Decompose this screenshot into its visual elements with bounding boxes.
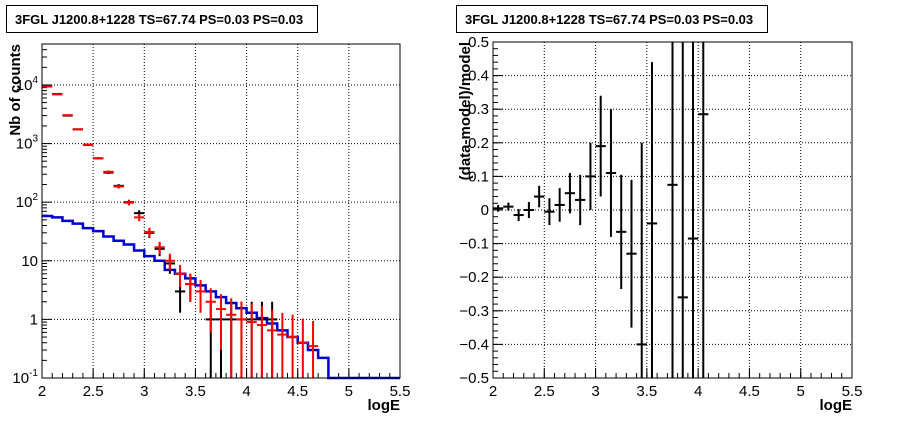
y-tick-label: 0.4: [468, 68, 489, 85]
y-tick-label: 10: [21, 253, 38, 270]
residual-point: [626, 179, 637, 328]
y-tick-label: 0.1: [468, 168, 489, 185]
x-tick-label: 3: [591, 383, 599, 400]
model-point: [277, 312, 288, 378]
residual-point: [687, 42, 699, 378]
y-axis-label: Nb of counts: [7, 44, 24, 136]
residual-point: [523, 201, 535, 219]
residual-point: [595, 95, 606, 197]
y-tick-label: 102: [16, 192, 39, 211]
model-point: [287, 314, 298, 378]
y-tick-label: −0.5: [459, 370, 489, 387]
residual-point: [605, 109, 617, 237]
x-tick-label: 2: [38, 383, 46, 400]
x-tick-label: 4: [694, 383, 702, 400]
model-point: [267, 309, 278, 378]
model-point: [72, 128, 83, 131]
y-tick-label: −0.1: [459, 236, 489, 253]
residual-point: [554, 188, 565, 222]
model-point: [144, 227, 155, 238]
residual-point: [534, 185, 545, 208]
y-tick-label: 1: [30, 311, 38, 328]
y-axis-label: (data-model)/model: [457, 42, 474, 180]
model-point: [236, 301, 247, 378]
model-point: [62, 114, 73, 117]
model-point: [226, 298, 237, 378]
residual-point: [646, 62, 658, 378]
residual-point: [575, 174, 586, 226]
model-point: [123, 200, 135, 206]
x-tick-label: 3.5: [185, 383, 206, 400]
plot-frame: [492, 41, 853, 379]
model-point: [256, 305, 268, 378]
y-tick-label: −0.4: [459, 336, 489, 353]
residual-point: [636, 142, 647, 378]
model-point: [134, 214, 145, 222]
x-tick-label: 2.5: [83, 383, 104, 400]
model-point: [174, 265, 186, 288]
y-tick-label: 0.2: [468, 135, 489, 152]
model-point: [52, 93, 63, 96]
residual-point: [585, 142, 596, 210]
counts-panel: 2 2.5 3 3.5 4 4.5 5 5.5 10-1 1 10 102 103 104 logE Nb o…: [7, 43, 411, 414]
x-tick-label: 5: [797, 383, 805, 400]
x-tick-label: 2: [489, 383, 497, 400]
y-tick-label: 0.3: [468, 101, 489, 118]
model-point: [195, 280, 206, 313]
y-tick-label: 10-1: [12, 368, 38, 387]
residual-point: [513, 208, 524, 222]
x-tick-label: 5: [345, 383, 353, 400]
model-point: [205, 288, 216, 333]
model-point: [215, 294, 227, 351]
model-point: [307, 320, 319, 378]
x-tick-label: 5.5: [842, 383, 863, 400]
left-chart-title: 3FGL J1200.8+1228 TS=67.74 PS=0.03 PS=0.…: [6, 5, 318, 33]
model-point: [103, 170, 114, 174]
y-tick-label: 104: [16, 75, 39, 94]
x-tick-label: 2.5: [534, 383, 555, 400]
model-point: [93, 157, 104, 160]
x-axis-label: logE: [820, 397, 853, 414]
y-tick-label: −0.3: [459, 303, 489, 320]
x-tick-label: 3.5: [636, 383, 657, 400]
y-tick-label: 103: [16, 134, 39, 153]
residual-point: [493, 204, 504, 212]
right-chart-title: 3FGL J1200.8+1228 TS=67.74 PS=0.03 PS=0.…: [456, 5, 768, 33]
residual-point: [677, 42, 688, 378]
x-tick-label: 4.5: [287, 383, 308, 400]
residual-point: [698, 42, 709, 378]
residual-point: [503, 202, 514, 211]
model-point: [82, 143, 94, 146]
model-point: [185, 273, 196, 302]
model-point: [246, 303, 257, 378]
model-point: [113, 184, 124, 189]
y-tick-label: −0.2: [459, 269, 489, 286]
model-point: [297, 318, 308, 378]
residual-point: [544, 198, 555, 226]
y-tick-label: 0.5: [468, 34, 489, 51]
residual-point: [667, 42, 678, 378]
x-tick-label: 4: [242, 383, 250, 400]
x-tick-label: 5.5: [390, 383, 411, 400]
x-axis-label: logE: [368, 397, 401, 414]
model-point: [42, 85, 53, 88]
residuals-panel: 2 2.5 3 3.5 4 4.5 5 5.5 −0.5 −0.4 −0.3 −0.2 −0.1 0 0.1…: [457, 34, 862, 414]
model-point: [164, 253, 175, 271]
x-tick-label: 3: [140, 383, 148, 400]
plot-frame: [41, 43, 401, 379]
x-tick-label: 4.5: [739, 383, 760, 400]
y-tick-label: 0: [481, 202, 489, 219]
residual-point: [616, 174, 627, 289]
model-point: [154, 241, 165, 255]
residual-point: [564, 173, 576, 214]
